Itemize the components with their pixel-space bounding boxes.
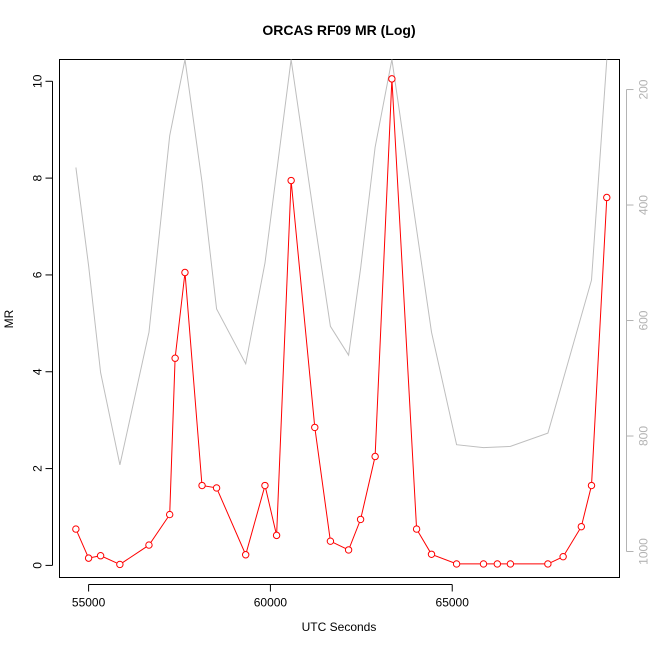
mr-data-point [287,176,295,185]
y-tick-label: 10 [31,74,45,88]
y-axis-label: MR [2,309,16,328]
mr-data-point [96,552,105,560]
right-y-tick-label: 400 [637,195,650,215]
y-tick-label: 2 [31,465,45,472]
mr-data-point [165,510,174,519]
x-tick-label: 60000 [254,596,288,610]
x-tick-label: 65000 [436,596,470,610]
y-tick-label: 4 [31,368,45,375]
mr-data-point [171,354,179,362]
plot-area [59,59,620,578]
x-axis-label: UTC Seconds [302,620,377,634]
x-tick-label: 55000 [72,596,106,610]
mr-data-point [493,560,502,568]
y-tick-label: 8 [31,174,45,181]
mr-data-point [272,531,281,540]
mr-data-point [198,481,206,490]
chart-title: ORCAS RF09 MR (Log) [262,22,415,38]
secondary-series-line [75,59,608,466]
mr-data-point [241,551,250,559]
mr-data-point [452,560,461,568]
mr-data-point [603,193,611,202]
mr-data-point [261,481,269,490]
mr-data-point [371,452,379,461]
y-tick-label: 6 [31,271,45,278]
mr-data-point [344,546,353,554]
mr-data-point [587,481,596,490]
mr-data-point [559,552,567,561]
mr-data-point [356,515,365,524]
mr-data-point [72,525,80,533]
mr-data-point [116,560,124,569]
mr-data-point [388,75,396,83]
series-layer [72,59,611,569]
mr-data-point [412,525,421,533]
mr-data-point [326,537,335,545]
mr-data-point [181,268,189,277]
right-y-tick-label: 800 [637,426,650,446]
mr-data-point [84,554,93,562]
mr-data-point [212,484,221,492]
mr-data-point [506,560,515,568]
mr-data-point [427,550,436,558]
y-axis: 0 2 4 6 8 10 [31,74,53,569]
x-axis: 55000 60000 65000 [72,584,470,610]
right-y-tick-label: 600 [637,310,650,330]
mr-data-point [479,560,488,568]
mr-data-point [311,423,319,432]
mr-data-point [544,560,552,568]
mr-data-point [577,522,586,531]
mr-data-point [145,541,153,549]
y-tick-label: 0 [31,562,45,569]
right-y-axis: 200 400 600 800 1000 [626,79,650,565]
right-y-tick-label: 1000 [637,538,650,565]
right-y-tick-label: 200 [637,79,650,99]
mr-series-line [75,78,608,565]
